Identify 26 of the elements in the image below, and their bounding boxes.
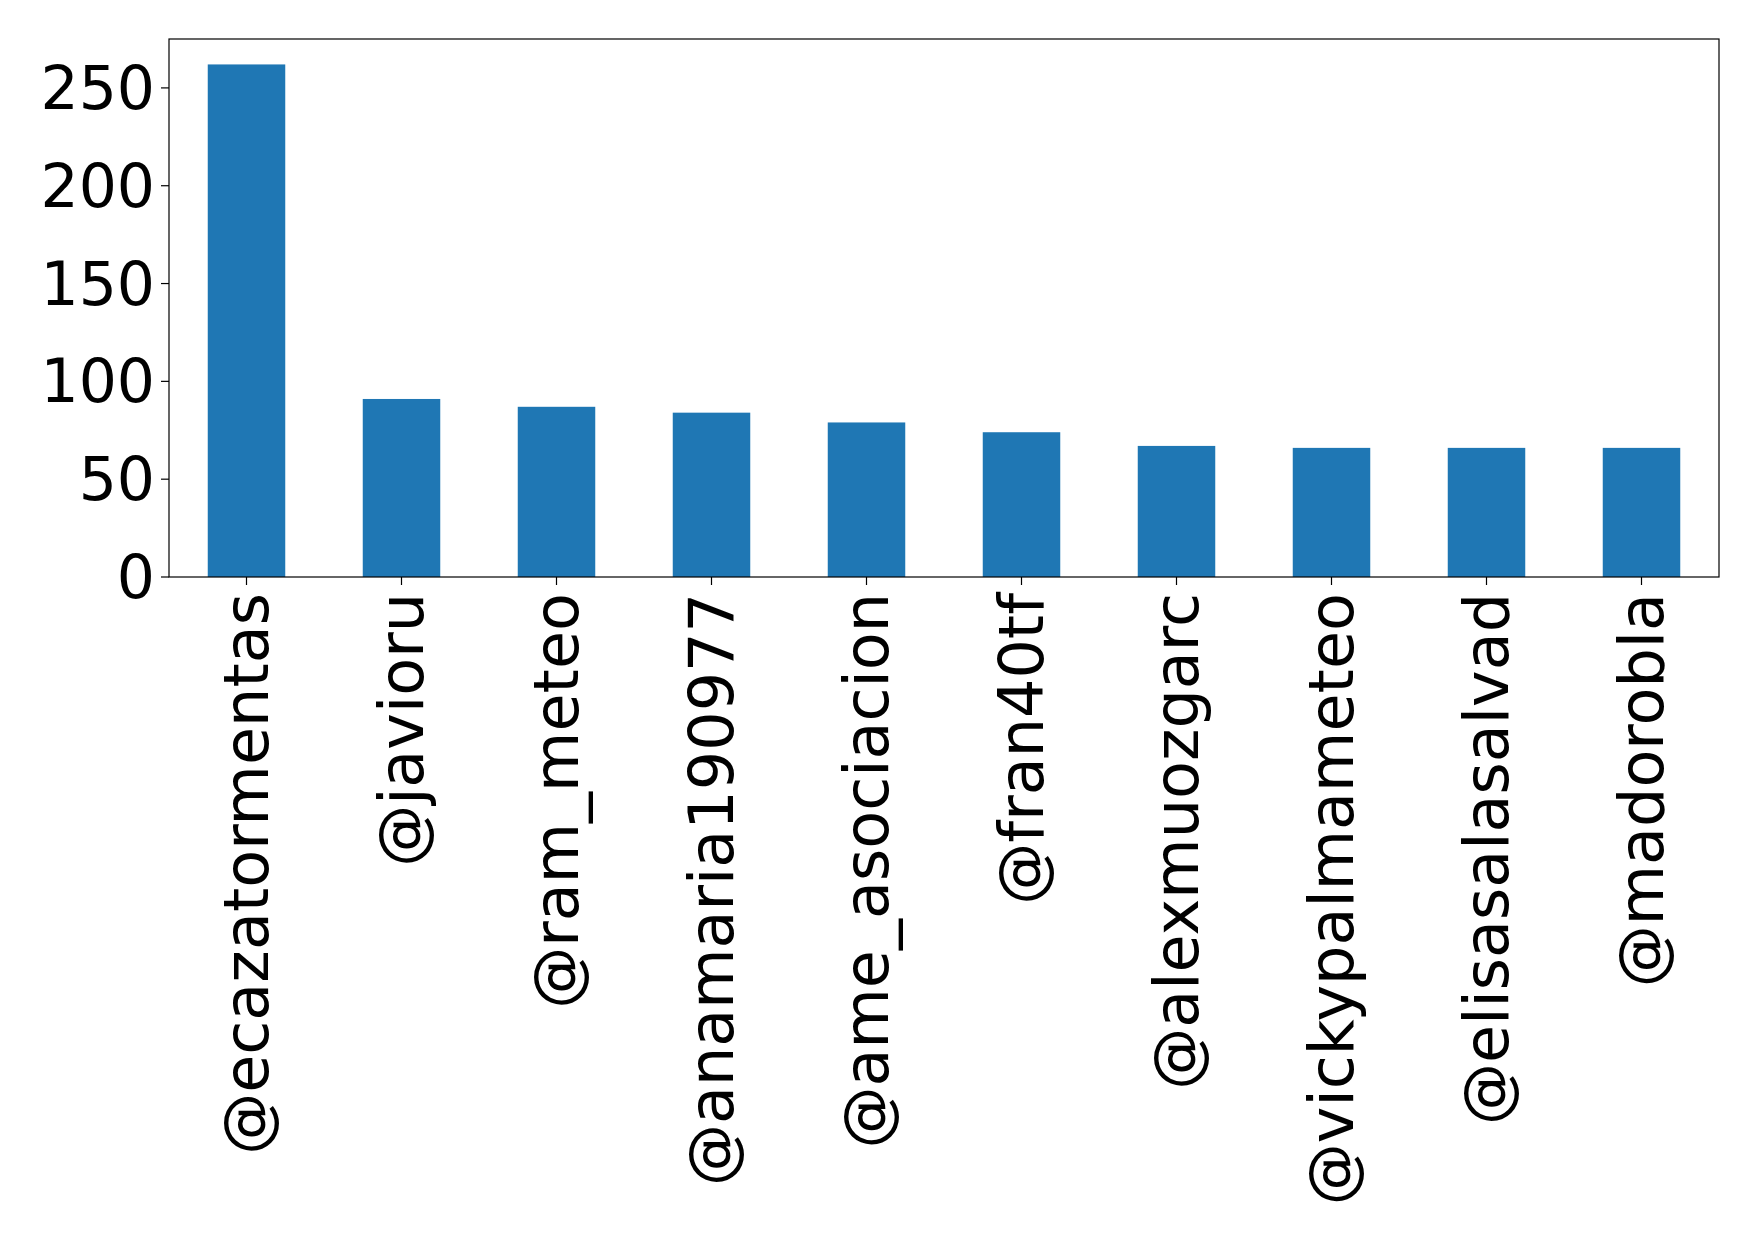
bar [982, 432, 1061, 577]
y-tick-label: 200 [40, 150, 155, 221]
bar [672, 412, 751, 577]
bar [517, 406, 596, 577]
bar [1447, 447, 1526, 577]
x-tick-label: @ecazatormentas [210, 593, 284, 1155]
bar [1137, 445, 1216, 577]
x-tick-label: @fran40tf [985, 590, 1059, 905]
y-tick-label: 150 [40, 248, 155, 319]
bar [207, 64, 286, 577]
bar [827, 422, 906, 577]
x-tick-label: @madorobla [1605, 593, 1679, 988]
x-tick-label: @anamaria190977 [675, 593, 749, 1187]
x-tick-label: @javioru [365, 593, 439, 867]
x-tick-label: @ame_asociacion [830, 593, 904, 1149]
y-tick-label: 250 [40, 52, 155, 123]
x-tick-label: @alexmuozgarc [1140, 593, 1214, 1090]
y-tick-label: 50 [78, 444, 155, 515]
x-tick-label: @ram_meteo [520, 593, 594, 1009]
bar [1292, 447, 1371, 577]
bar [362, 398, 441, 577]
x-tick-label: @vickypalmameteo [1295, 593, 1369, 1206]
y-tick-label: 100 [40, 346, 155, 417]
bar [1602, 447, 1681, 577]
x-tick-label: @elisasalasalvad [1450, 593, 1524, 1125]
y-tick-label: 0 [116, 542, 155, 612]
